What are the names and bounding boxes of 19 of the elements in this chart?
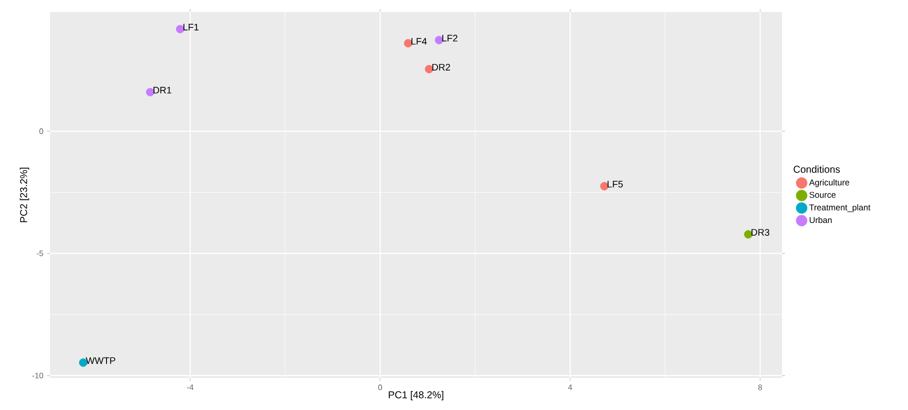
point [744, 230, 752, 239]
legend-label: Source [810, 192, 836, 198]
annotation: DR2 [432, 64, 450, 70]
annotation: DR3 [752, 228, 770, 236]
legend-label: Treatment_plant [809, 204, 870, 212]
annotation: LF5 [608, 180, 623, 188]
legend-title: Conditions [794, 166, 840, 173]
annotation: LF1 [183, 24, 199, 30]
annotation: WWTP [86, 357, 116, 364]
y-axis-title: PC2 [23.2%] [20, 168, 30, 222]
point [146, 88, 154, 96]
legend-label: Urban [810, 216, 832, 224]
point [176, 24, 184, 34]
legend-label: Agriculture [809, 179, 850, 188]
point [404, 39, 412, 48]
annotation: LF2 [442, 34, 458, 42]
annotation: LF4 [411, 38, 427, 45]
annotation: DR1 [154, 86, 172, 94]
x-axis-title: PC1 [48.2%] [388, 391, 444, 400]
